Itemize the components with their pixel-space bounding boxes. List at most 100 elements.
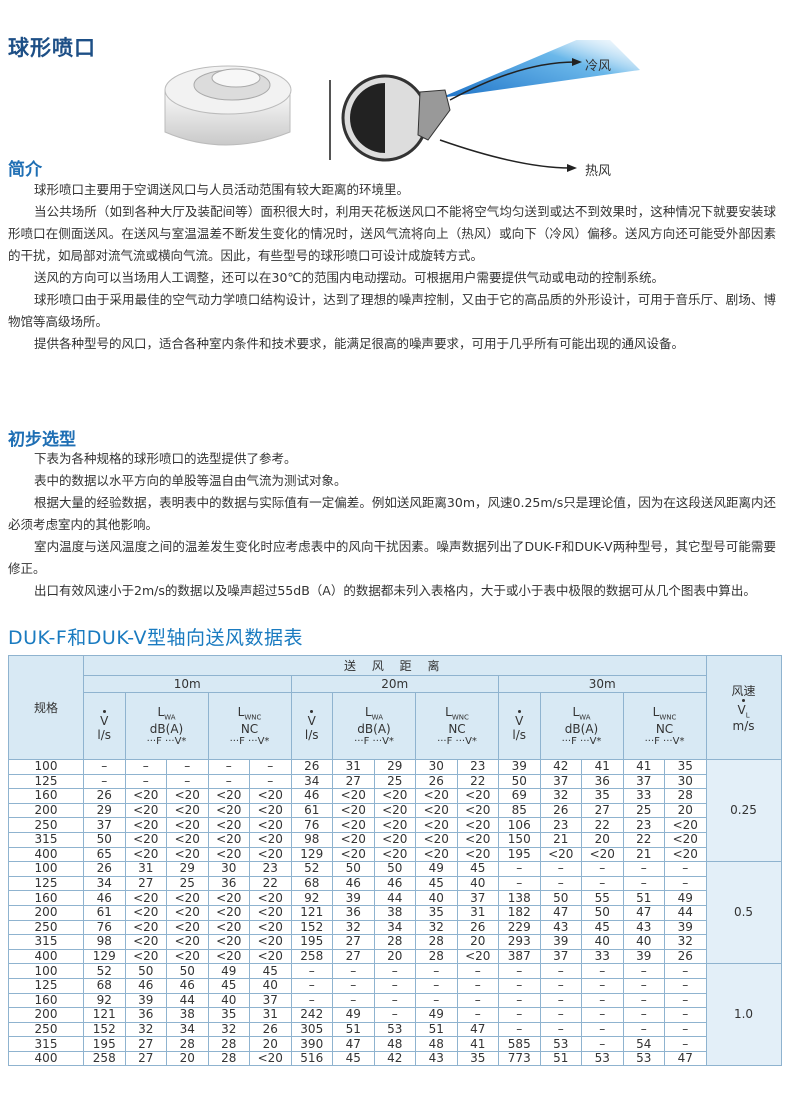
value-cell: 47 <box>456 1021 499 1038</box>
value-cell: 44 <box>664 904 707 921</box>
speed-label: 风速 <box>731 683 756 698</box>
value-cell: 29 <box>83 802 126 819</box>
hot-label: 热风 <box>585 164 612 179</box>
value-cell: 25 <box>373 773 416 790</box>
variant: ···F ···V* <box>437 735 477 747</box>
size-cell: 400 <box>8 948 84 965</box>
value-cell: 45 <box>207 977 250 994</box>
selection-text: 下表为各种规格的球形喷口的选型提供了参考。 表中的数据以水平方向的单股等温自由气流… <box>8 448 776 602</box>
value-cell: 152 <box>83 1021 126 1038</box>
value-cell: – <box>498 1007 541 1023</box>
data-row: 100 52 50 50 49 45– – – – – – – – – –1.0 <box>8 963 782 1067</box>
value-cell: 32 <box>124 1021 167 1038</box>
value-cell: 55 <box>581 890 624 906</box>
value-cell: 48 <box>373 1036 416 1052</box>
value-cell: 45 <box>581 919 624 936</box>
value-cell: <20 <box>166 846 209 863</box>
value-cell: 129 <box>290 846 333 863</box>
value-cell: <20 <box>166 802 209 819</box>
value-cell: – <box>166 759 209 775</box>
value-cell: <20 <box>124 846 167 863</box>
value-cell: 32 <box>207 1021 250 1038</box>
value-cell: 27 <box>332 934 375 950</box>
value-cell: – <box>498 1021 541 1038</box>
value-cell: – <box>664 992 707 1009</box>
value-cell: <20 <box>332 788 375 804</box>
value-cell: <20 <box>664 846 707 863</box>
value-cell: 36 <box>581 773 624 790</box>
value-cell: 47 <box>664 1050 707 1067</box>
value-cell: <20 <box>124 904 167 921</box>
noise-header: LWNC NC ···F ···V* <box>415 692 499 760</box>
size-cell: 160 <box>8 992 84 1009</box>
value-cell: <20 <box>332 802 375 819</box>
variant: ···F ···V* <box>644 735 685 747</box>
data-row: 160 46 <20 <20 <20 <20 92 39 44 40 37 138 50 55 51 49 <box>8 890 782 906</box>
value-cell: <20 <box>456 817 499 833</box>
value-cell: 33 <box>622 788 665 804</box>
value-cell: 31 <box>456 904 499 921</box>
value-cell: 27 <box>332 948 375 965</box>
value-cell: <20 <box>124 831 167 848</box>
value-cell: <20 <box>124 788 167 804</box>
value-cell: 27 <box>124 875 167 892</box>
value-cell: <20 <box>249 904 292 921</box>
data-row: 315 50 <20 <20 <20 <20 98 <20 <20 <20 <20 150 21 20 22… <box>8 831 782 848</box>
size-cell: 100 <box>8 963 84 979</box>
size-cell: 315 <box>8 1036 84 1052</box>
value-cell: 37 <box>83 817 126 833</box>
noise-sub: WA <box>579 713 591 722</box>
value-cell: <20 <box>207 948 250 965</box>
value-cell: 49 <box>415 1007 458 1023</box>
value-cell: – <box>124 759 167 775</box>
value-cell: 47 <box>539 904 582 921</box>
value-cell: – <box>581 1021 624 1038</box>
value-cell: 43 <box>415 1050 458 1067</box>
noise-unit: NC <box>655 721 674 736</box>
value-cell: 28 <box>166 1036 209 1052</box>
value-cell: – <box>539 861 582 877</box>
value-cell: 182 <box>498 904 541 921</box>
value-cell: – <box>373 977 416 994</box>
value-cell: 53 <box>373 1021 416 1038</box>
cold-label: 冷风 <box>585 59 612 74</box>
value-cell: 22 <box>249 875 292 892</box>
value-cell: 305 <box>290 1021 333 1038</box>
paragraph: 下表为各种规格的球形喷口的选型提供了参考。 <box>34 451 297 466</box>
value-cell: <20 <box>415 846 458 863</box>
value-cell: 28 <box>415 948 458 965</box>
dot <box>742 698 746 702</box>
value-cell: 50 <box>166 963 209 979</box>
value-cell: 39 <box>498 759 541 775</box>
value-cell: 44 <box>373 890 416 906</box>
value-cell: 46 <box>83 890 126 906</box>
value-cell: 68 <box>83 977 126 994</box>
value-cell: 32 <box>539 788 582 804</box>
speed-symbol: VL <box>707 698 781 719</box>
value-cell: 32 <box>664 934 707 950</box>
value-cell: 98 <box>83 934 126 950</box>
data-row: 160 26 <20 <20 <20 <20 46 <20 <20 <20 <20 69 32 35 33 2… <box>8 788 782 804</box>
value-cell: – <box>581 977 624 994</box>
value-cell: 129 <box>83 948 126 965</box>
value-cell: 152 <box>290 919 333 936</box>
speed-v: V <box>737 702 746 717</box>
value-cell: 21 <box>622 846 665 863</box>
value-cell: – <box>664 1036 707 1052</box>
value-cell: – <box>249 759 292 775</box>
value-cell: 38 <box>166 1007 209 1023</box>
value-cell: – <box>622 1021 665 1038</box>
noise-unit: dB(A) <box>564 721 599 736</box>
speed-cell: 0.25 <box>705 758 782 863</box>
size-header: 规格 <box>8 655 84 760</box>
value-cell: 28 <box>415 934 458 950</box>
value-cell: 29 <box>166 861 209 877</box>
value-cell: 40 <box>249 977 292 994</box>
value-cell: 46 <box>290 788 333 804</box>
data-row: 250 76 <20 <20 <20 <20 152 32 34 32 26 229 43 45 43 39 <box>8 919 782 936</box>
value-cell: <20 <box>664 817 707 833</box>
speed-header: 风速 VL m/s <box>705 655 782 760</box>
value-cell: – <box>83 773 126 790</box>
value-cell: – <box>664 861 707 877</box>
value-cell: 35 <box>456 1050 499 1067</box>
